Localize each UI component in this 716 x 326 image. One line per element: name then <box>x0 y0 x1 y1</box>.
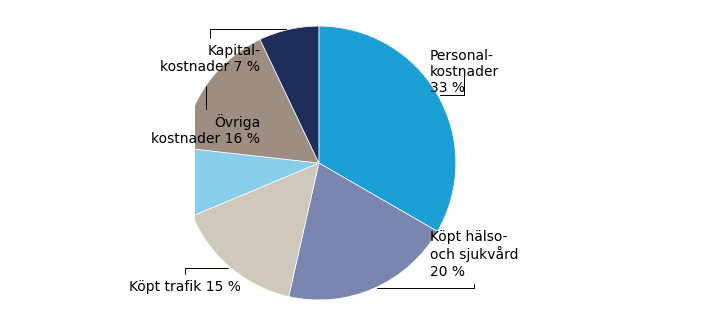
Text: Köpt hälso-
och sjukvård
20 %: Köpt hälso- och sjukvård 20 % <box>377 230 518 289</box>
Wedge shape <box>193 163 319 297</box>
Wedge shape <box>183 39 319 163</box>
Text: Övriga
kostnader 16 %: Övriga kostnader 16 % <box>151 86 260 146</box>
Wedge shape <box>319 26 456 231</box>
Text: Läkemedel 8 %: Läkemedel 8 % <box>0 325 1 326</box>
Wedge shape <box>289 163 437 300</box>
Text: Kapital-
kostnader 7 %: Kapital- kostnader 7 % <box>160 29 286 74</box>
Text: Köpt trafik 15 %: Köpt trafik 15 % <box>129 268 241 294</box>
Text: Personal-
kostnader
33 %: Personal- kostnader 33 % <box>430 49 499 95</box>
Wedge shape <box>182 148 319 216</box>
Wedge shape <box>260 26 319 163</box>
